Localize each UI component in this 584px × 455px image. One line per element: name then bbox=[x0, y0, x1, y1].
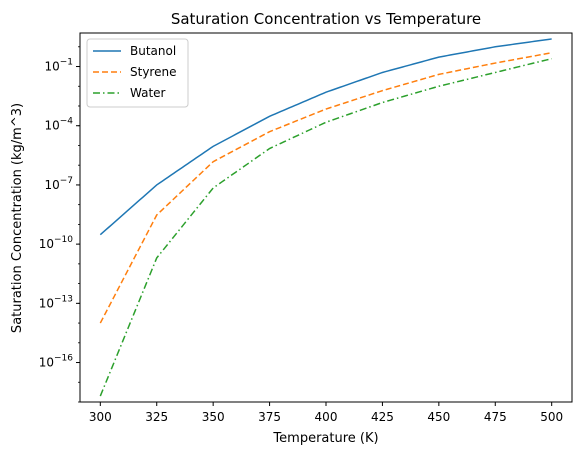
x-tick-label: 300 bbox=[89, 410, 112, 424]
y-tick-base: 10 bbox=[44, 178, 59, 192]
y-tick-base: 10 bbox=[44, 60, 59, 74]
x-tick-label: 425 bbox=[371, 410, 394, 424]
legend-label-butanol: Butanol bbox=[130, 44, 176, 58]
legend-label-water: Water bbox=[130, 86, 166, 100]
x-tick-label: 325 bbox=[145, 410, 168, 424]
y-tick-base: 10 bbox=[44, 119, 59, 133]
series-group bbox=[99, 38, 552, 397]
x-tick-label: 475 bbox=[484, 410, 507, 424]
series-line-butanol bbox=[99, 38, 552, 236]
x-tick-label: 350 bbox=[202, 410, 225, 424]
x-tick-label: 500 bbox=[540, 410, 563, 424]
y-tick-label: 10−4 bbox=[44, 117, 73, 133]
y-tick-label: 10−10 bbox=[39, 235, 74, 251]
y-tick-exponent: −13 bbox=[54, 294, 73, 304]
x-tick-label: 450 bbox=[427, 410, 450, 424]
y-tick-exponent: −1 bbox=[60, 58, 73, 68]
y-tick-exponent: −10 bbox=[54, 235, 73, 245]
y-axis-label: Saturation Concentration (kg/m^3) bbox=[10, 103, 25, 333]
y-tick-base: 10 bbox=[39, 296, 54, 310]
x-axis-ticks: 300 325 350 375 400 425 450 475 500 bbox=[89, 402, 563, 424]
series-line-water bbox=[99, 57, 552, 397]
y-tick-exponent: −7 bbox=[60, 176, 73, 186]
chart-title: Saturation Concentration vs Temperature bbox=[171, 10, 481, 28]
series-line-styrene bbox=[99, 51, 552, 324]
y-tick-label: 10−1 bbox=[44, 58, 73, 74]
x-axis-label: Temperature (K) bbox=[272, 431, 378, 446]
legend: Butanol Styrene Water bbox=[86, 38, 189, 108]
y-tick-label: 10−16 bbox=[39, 354, 74, 370]
y-tick-exponent: −4 bbox=[60, 117, 74, 127]
x-tick-label: 400 bbox=[315, 410, 338, 424]
y-tick-label: 10−7 bbox=[44, 176, 73, 192]
y-tick-base: 10 bbox=[39, 237, 54, 251]
y-tick-exponent: −16 bbox=[54, 354, 73, 364]
y-tick-base: 10 bbox=[39, 356, 54, 370]
x-tick-label: 375 bbox=[258, 410, 281, 424]
y-tick-label: 10−13 bbox=[39, 294, 73, 310]
legend-label-styrene: Styrene bbox=[130, 65, 176, 79]
legend-box bbox=[86, 38, 189, 108]
